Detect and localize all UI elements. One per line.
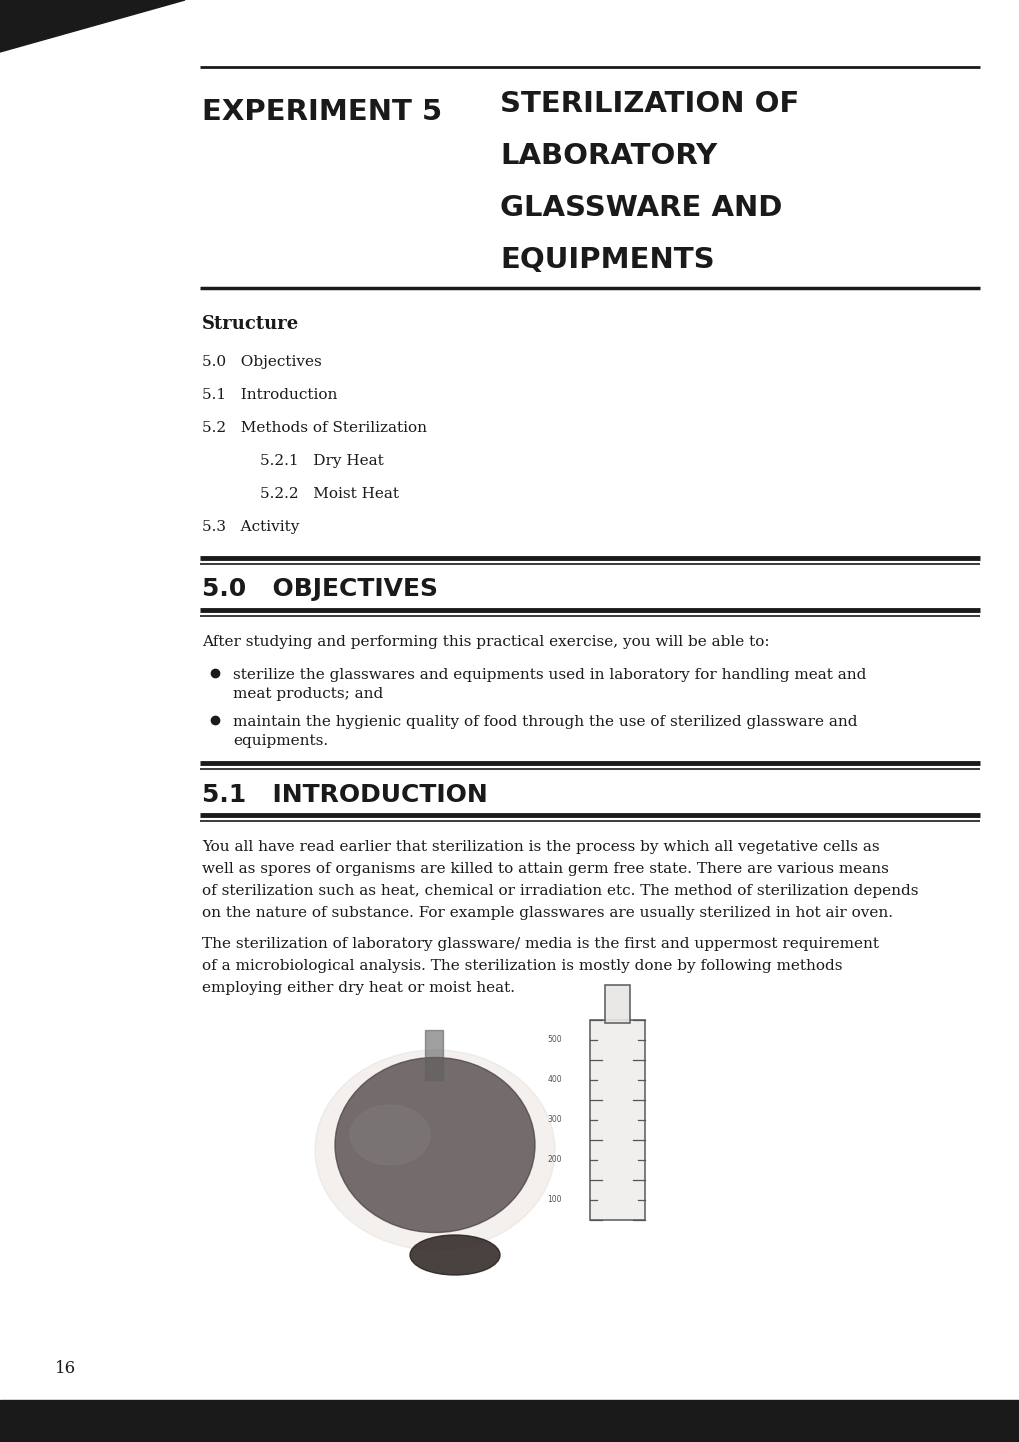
Text: 5.2   Methods of Sterilization: 5.2 Methods of Sterilization [202, 421, 427, 435]
Text: EXPERIMENT 5: EXPERIMENT 5 [202, 98, 441, 125]
Text: of a microbiological analysis. The sterilization is mostly done by following met: of a microbiological analysis. The steri… [202, 959, 842, 973]
Polygon shape [0, 1400, 1019, 1442]
Text: EQUIPMENTS: EQUIPMENTS [499, 247, 714, 274]
Text: well as spores of organisms are killed to attain germ free state. There are vari: well as spores of organisms are killed t… [202, 862, 888, 875]
Text: 300: 300 [547, 1116, 561, 1125]
Bar [425, 1030, 442, 1080]
Text: STERILIZATION OF: STERILIZATION OF [499, 89, 799, 118]
Text: 5.0   OBJECTIVES: 5.0 OBJECTIVES [202, 577, 437, 601]
Text: The sterilization of laboratory glassware/ media is the first and uppermost requ: The sterilization of laboratory glasswar… [202, 937, 878, 952]
Text: 400: 400 [547, 1076, 561, 1084]
Text: equipments.: equipments. [232, 734, 328, 748]
Text: After studying and performing this practical exercise, you will be able to:: After studying and performing this pract… [202, 634, 769, 649]
Text: maintain the hygienic quality of food through the use of sterilized glassware an: maintain the hygienic quality of food th… [232, 715, 857, 730]
Polygon shape [0, 0, 184, 52]
Text: employing either dry heat or moist heat.: employing either dry heat or moist heat. [202, 981, 515, 995]
Text: 5.2.1   Dry Heat: 5.2.1 Dry Heat [260, 454, 383, 469]
Text: 5.1   Introduction: 5.1 Introduction [202, 388, 337, 402]
Text: sterilize the glasswares and equipments used in laboratory for handling meat and: sterilize the glasswares and equipments … [232, 668, 865, 682]
Text: 5.1   INTRODUCTION: 5.1 INTRODUCTION [202, 783, 487, 808]
Text: 5.2.2   Moist Heat: 5.2.2 Moist Heat [260, 487, 398, 500]
Text: meat products; and: meat products; and [232, 686, 383, 701]
Ellipse shape [350, 1105, 430, 1165]
Text: 200: 200 [547, 1155, 561, 1165]
Text: on the nature of substance. For example glasswares are usually sterilized in hot: on the nature of substance. For example … [202, 906, 892, 920]
Text: 500: 500 [547, 1035, 561, 1044]
Text: 16: 16 [55, 1360, 76, 1377]
Text: 5.0   Objectives: 5.0 Objectives [202, 355, 321, 369]
Ellipse shape [315, 1050, 554, 1250]
Text: You all have read earlier that sterilization is the process by which all vegetat: You all have read earlier that steriliza… [202, 841, 878, 854]
Bar [604, 985, 630, 1022]
Ellipse shape [334, 1057, 535, 1233]
Bar [589, 1019, 644, 1220]
Text: 100: 100 [547, 1195, 561, 1204]
Text: Structure: Structure [202, 314, 299, 333]
Text: 5.3   Activity: 5.3 Activity [202, 521, 300, 534]
Text: LABORATORY: LABORATORY [499, 141, 716, 170]
Text: GLASSWARE AND: GLASSWARE AND [499, 195, 782, 222]
Text: of sterilization such as heat, chemical or irradiation etc. The method of steril: of sterilization such as heat, chemical … [202, 884, 917, 898]
Ellipse shape [410, 1234, 499, 1275]
